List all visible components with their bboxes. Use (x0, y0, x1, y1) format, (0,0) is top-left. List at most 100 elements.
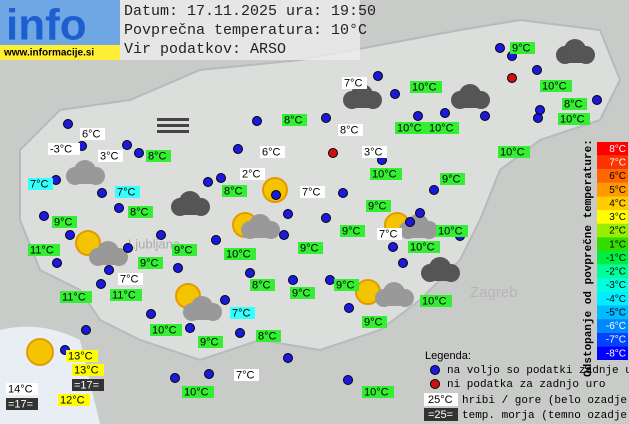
weather-icon (375, 282, 414, 307)
place: Ljubljana (128, 236, 181, 251)
station-label-bg (118, 273, 143, 285)
scale-step (597, 223, 628, 238)
station-label-bg (182, 386, 214, 398)
station-label-bg (146, 150, 171, 162)
legend-dot-blue (430, 365, 440, 375)
cloud-part (378, 298, 412, 306)
logo: info (6, 1, 87, 50)
station-label: 11°C (62, 291, 86, 303)
station-dot (211, 235, 221, 245)
station-label-bg (150, 324, 182, 336)
station-label: 9°C (174, 244, 193, 256)
legend-title: Legenda: (425, 350, 471, 362)
station-label-bg (222, 185, 247, 197)
station-label-bg (58, 394, 90, 406)
station-dot (592, 95, 602, 105)
station-label-bg (340, 225, 365, 237)
station-dot (288, 275, 298, 285)
legend-sample: =25= (428, 409, 453, 421)
station-dot (63, 119, 73, 129)
station-label: 10°C (184, 386, 209, 398)
station-label: 10°C (152, 324, 177, 336)
station-label-bg (362, 386, 394, 398)
station-label-bg (230, 307, 255, 319)
station-label: 10°C (397, 122, 422, 134)
station-label-bg (282, 114, 307, 126)
station-label: 7°C (236, 369, 255, 381)
station-label: 8°C (340, 124, 359, 136)
station-label: 10°C (422, 295, 447, 307)
station-label: 9°C (292, 287, 311, 299)
station-label: 10°C (412, 81, 437, 93)
station-label-bg (558, 113, 590, 125)
station-dot (173, 263, 183, 273)
station-dot (170, 373, 180, 383)
station-dot (388, 242, 398, 252)
station-dot (65, 230, 75, 240)
station-dot (122, 140, 132, 150)
station-label-bg (28, 178, 53, 190)
station-dot (429, 185, 439, 195)
station-label: 7°C (232, 307, 251, 319)
station-dot (405, 217, 415, 227)
cloud-part (244, 230, 278, 238)
cloud-part (424, 273, 458, 281)
station-label-bg (510, 42, 535, 54)
station-label: 3°C (364, 146, 383, 158)
station-label: 10°C (372, 168, 397, 180)
weather-icon (183, 296, 222, 321)
station-label-bg (48, 143, 80, 155)
station-dot (415, 208, 425, 218)
scale-label: 6°C (609, 171, 626, 182)
station-label-bg (290, 287, 315, 299)
cloud-part (559, 55, 593, 63)
legend-sample-bg (424, 393, 458, 406)
station-label-bg (436, 225, 468, 237)
station-label: 8°C (224, 185, 243, 197)
station-label-bg (562, 98, 587, 110)
station-dot-missing (507, 73, 517, 83)
station-label: 6°C (82, 128, 101, 140)
station-dot (81, 325, 91, 335)
station-label: 7°C (117, 186, 136, 198)
station-label: 6°C (262, 146, 281, 158)
station-label-bg (28, 244, 60, 256)
station-dot (283, 353, 293, 363)
cloud-part (186, 312, 220, 320)
scale-step (597, 237, 628, 251)
station-dot (39, 211, 49, 221)
station-label: =17= (74, 379, 99, 391)
station-label-bg (498, 146, 530, 158)
scale-label: -3°C (606, 280, 626, 291)
station-label: 10°C (226, 248, 251, 260)
station-label-bg (6, 398, 38, 410)
station-label-bg (60, 291, 92, 303)
station-dot (114, 203, 124, 213)
station-label: 11°C (112, 289, 136, 301)
station-label: 3°C (100, 150, 119, 162)
station-label: 9°C (336, 279, 355, 291)
station-label-bg (260, 146, 285, 158)
weather-icon (89, 241, 128, 266)
station-label: 7°C (302, 186, 321, 198)
scale-step (597, 332, 628, 347)
station-dot (203, 177, 213, 187)
station-label-bg (224, 248, 256, 260)
station-dot (338, 188, 348, 198)
scale-label: 5°C (609, 185, 626, 196)
station-label-bg (362, 146, 387, 158)
weather-icon (556, 39, 595, 64)
cloud-part (92, 257, 126, 265)
station-label-bg (240, 168, 265, 180)
scale-step (597, 264, 628, 279)
station-label: 10°C (364, 386, 389, 398)
scale-step (597, 196, 628, 211)
station-dot (532, 65, 542, 75)
station-dot (146, 309, 156, 319)
url: www.informacije.si (3, 48, 94, 59)
scale-step (597, 182, 628, 197)
station-label-bg (115, 186, 140, 198)
cloud-part (454, 100, 488, 108)
station-dot (279, 230, 289, 240)
